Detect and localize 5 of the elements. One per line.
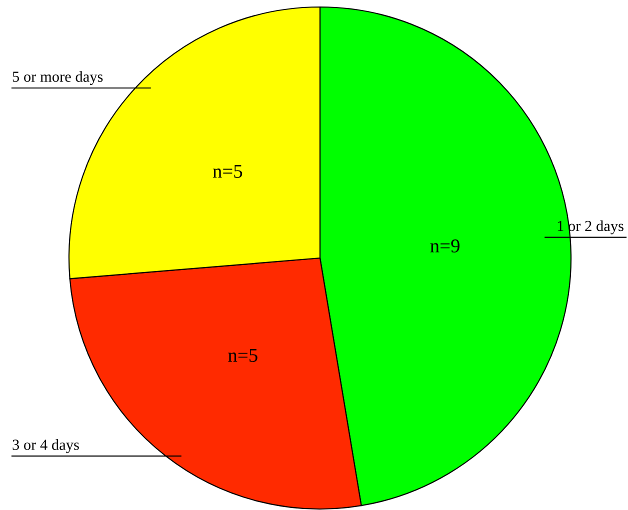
slice-label: 3 or 4 days [12,439,79,454]
slice-label: 5 or more days [12,71,103,85]
data-label: n=9 [430,239,460,253]
data-label: n=5 [228,348,258,362]
data-label: n=5 [212,164,242,178]
